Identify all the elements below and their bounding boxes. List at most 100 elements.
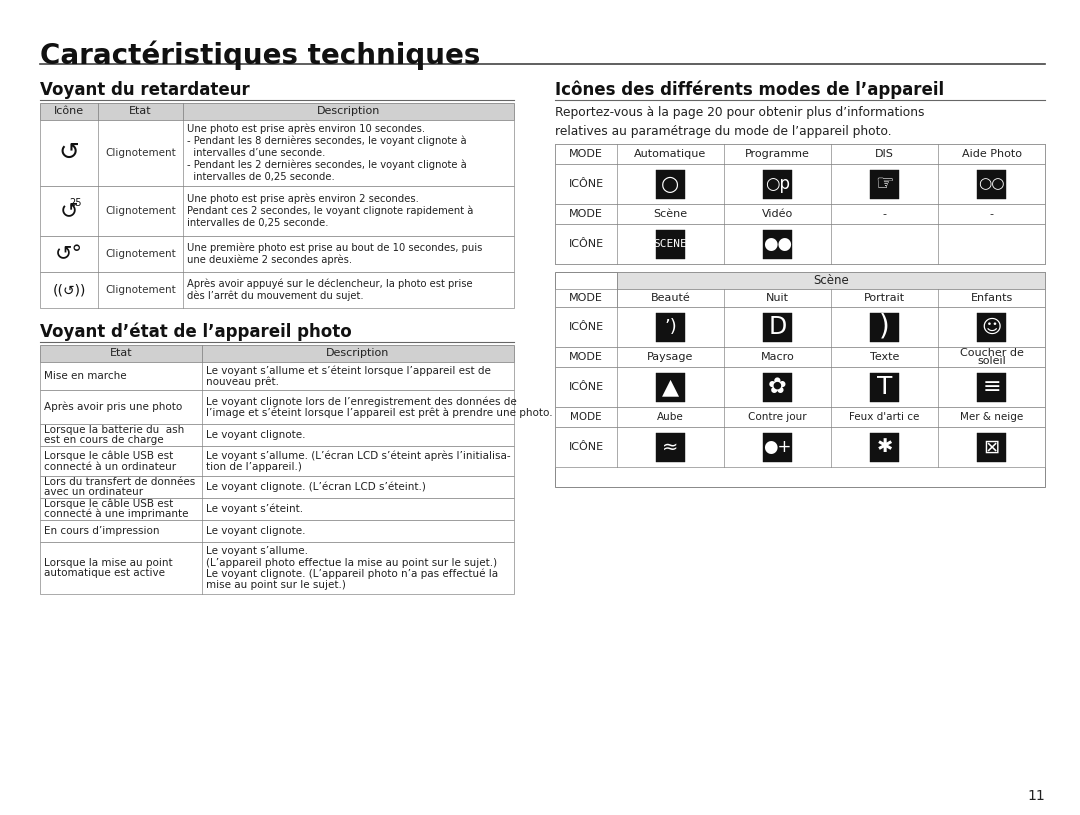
- Bar: [762, 170, 792, 199]
- Text: MODE: MODE: [569, 209, 603, 219]
- Text: connecté à une imprimante: connecté à une imprimante: [44, 509, 189, 519]
- Bar: [40, 520, 514, 542]
- Text: Lorsque le câble USB est: Lorsque le câble USB est: [44, 450, 173, 460]
- Text: ICÔNE: ICÔNE: [568, 382, 604, 392]
- Bar: [40, 103, 514, 120]
- Text: ○○: ○○: [978, 177, 1004, 192]
- Text: Le voyant clignote.: Le voyant clignote.: [206, 526, 306, 536]
- Bar: [870, 170, 899, 199]
- Bar: [555, 407, 1045, 427]
- Text: ○: ○: [661, 174, 679, 194]
- Text: Texte: Texte: [869, 352, 900, 362]
- Text: Enfants: Enfants: [970, 293, 1013, 303]
- Bar: [555, 144, 1045, 264]
- Bar: [40, 362, 514, 390]
- Text: l’image et s’éteint lorsque l’appareil est prêt à prendre une photo.: l’image et s’éteint lorsque l’appareil e…: [206, 408, 553, 418]
- Text: soleil: soleil: [977, 356, 1005, 367]
- Text: DIS: DIS: [875, 149, 894, 159]
- Bar: [656, 433, 685, 461]
- Text: Voyant d’état de l’appareil photo: Voyant d’état de l’appareil photo: [40, 323, 352, 341]
- Text: Clignotement: Clignotement: [105, 249, 176, 259]
- Bar: [977, 433, 1005, 461]
- Text: Le voyant s’allume.: Le voyant s’allume.: [206, 547, 308, 557]
- Text: Le voyant clignote.: Le voyant clignote.: [206, 430, 306, 440]
- Text: ↺: ↺: [58, 141, 80, 165]
- Text: ▲: ▲: [662, 377, 679, 397]
- Text: Aide Photo: Aide Photo: [961, 149, 1022, 159]
- Text: Une première photo est prise au bout de 10 secondes, puis: Une première photo est prise au bout de …: [187, 243, 483, 253]
- Bar: [656, 372, 685, 402]
- Text: 11: 11: [1027, 789, 1045, 803]
- Text: automatique est active: automatique est active: [44, 569, 165, 579]
- Text: dès l’arrêt du mouvement du sujet.: dès l’arrêt du mouvement du sujet.: [187, 291, 364, 302]
- Bar: [555, 289, 1045, 307]
- Text: Lorsque le câble USB est: Lorsque le câble USB est: [44, 499, 173, 509]
- Text: ○p: ○p: [765, 175, 789, 193]
- Bar: [870, 372, 899, 402]
- Text: ICÔNE: ICÔNE: [568, 322, 604, 332]
- Bar: [555, 367, 1045, 407]
- Text: ✿: ✿: [768, 377, 787, 397]
- Text: 25: 25: [70, 198, 82, 208]
- Text: Le voyant clignote. (L’écran LCD s’éteint.): Le voyant clignote. (L’écran LCD s’étein…: [206, 482, 426, 492]
- Text: Lorsque la mise au point: Lorsque la mise au point: [44, 557, 173, 567]
- Text: -: -: [989, 209, 994, 219]
- Text: une deuxième 2 secondes après.: une deuxième 2 secondes après.: [187, 255, 352, 265]
- Bar: [555, 347, 1045, 367]
- Text: intervalles d’une seconde.: intervalles d’une seconde.: [187, 148, 325, 158]
- Text: Le voyant s’allume. (L’écran LCD s’éteint après l’initialisa-: Le voyant s’allume. (L’écran LCD s’étein…: [206, 450, 511, 460]
- Text: Après avoir appuyé sur le déclencheur, la photo est prise: Après avoir appuyé sur le déclencheur, l…: [187, 279, 473, 289]
- Bar: [617, 272, 1045, 289]
- Text: est en cours de charge: est en cours de charge: [44, 434, 164, 445]
- Text: nouveau prêt.: nouveau prêt.: [206, 377, 279, 387]
- Text: Clignotement: Clignotement: [105, 148, 176, 158]
- Text: Reportez-vous à la page 20 pour obtenir plus d’informations
relatives au paramét: Reportez-vous à la page 20 pour obtenir …: [555, 106, 924, 138]
- Text: Une photo est prise après environ 2 secondes.: Une photo est prise après environ 2 seco…: [187, 194, 419, 205]
- Text: MODE: MODE: [569, 352, 603, 362]
- Text: ICÔNE: ICÔNE: [568, 179, 604, 189]
- Text: Automatique: Automatique: [634, 149, 706, 159]
- Text: Macro: Macro: [760, 352, 795, 362]
- Text: ’): ’): [664, 318, 677, 336]
- Bar: [870, 433, 899, 461]
- Bar: [555, 272, 1045, 487]
- Text: ●●: ●●: [762, 235, 792, 253]
- Text: Contre jour: Contre jour: [748, 412, 807, 422]
- Bar: [762, 433, 792, 461]
- Bar: [762, 372, 792, 402]
- Bar: [977, 170, 1005, 199]
- Text: Etat: Etat: [130, 107, 152, 117]
- Text: - Pendant les 8 dernières secondes, le voyant clignote à: - Pendant les 8 dernières secondes, le v…: [187, 136, 467, 146]
- Text: Le voyant s’allume et s’éteint lorsque l’appareil est de: Le voyant s’allume et s’éteint lorsque l…: [206, 365, 491, 376]
- Text: avec un ordinateur: avec un ordinateur: [44, 487, 144, 497]
- Text: Lorsque la batterie du  ash: Lorsque la batterie du ash: [44, 425, 185, 435]
- Bar: [555, 224, 1045, 264]
- Text: MODE: MODE: [570, 412, 602, 422]
- Text: Le voyant clignote. (L’appareil photo n’a pas effectué la: Le voyant clignote. (L’appareil photo n’…: [206, 568, 498, 579]
- Bar: [555, 307, 1045, 347]
- Text: Le voyant clignote lors de l’enregistrement des données de: Le voyant clignote lors de l’enregistrem…: [206, 396, 516, 407]
- Text: mise au point sur le sujet.): mise au point sur le sujet.): [206, 579, 346, 589]
- Bar: [40, 476, 514, 498]
- Text: MODE: MODE: [569, 149, 603, 159]
- Text: ☺: ☺: [982, 318, 1001, 337]
- Bar: [40, 345, 514, 362]
- Bar: [40, 424, 514, 446]
- Text: Le voyant s’éteint.: Le voyant s’éteint.: [206, 504, 303, 514]
- Text: ): ): [879, 313, 890, 341]
- Bar: [40, 120, 514, 186]
- Text: ☞: ☞: [875, 174, 894, 194]
- Text: - Pendant les 2 dernières secondes, le voyant clignote à: - Pendant les 2 dernières secondes, le v…: [187, 160, 467, 170]
- Text: ↺: ↺: [59, 201, 79, 221]
- Text: Aube: Aube: [657, 412, 684, 422]
- Text: Voyant du retardateur: Voyant du retardateur: [40, 81, 249, 99]
- Text: ≡: ≡: [982, 377, 1001, 397]
- Text: Nuit: Nuit: [766, 293, 789, 303]
- Text: Paysage: Paysage: [647, 352, 693, 362]
- Text: Coucher de: Coucher de: [959, 347, 1024, 358]
- Text: connecté à un ordinateur: connecté à un ordinateur: [44, 461, 176, 472]
- Text: Après avoir pris une photo: Après avoir pris une photo: [44, 402, 183, 412]
- Text: Scène: Scène: [813, 274, 849, 287]
- Bar: [555, 204, 1045, 224]
- Text: Pendant ces 2 secondes, le voyant clignote rapidement à: Pendant ces 2 secondes, le voyant cligno…: [187, 205, 473, 216]
